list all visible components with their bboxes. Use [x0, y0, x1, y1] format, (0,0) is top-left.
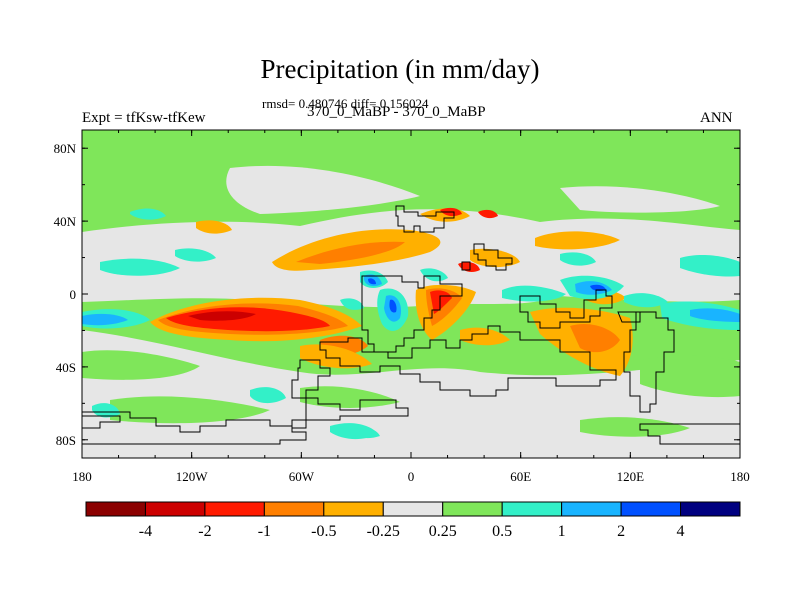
x-tick-label: 120E	[617, 469, 645, 484]
x-tick-label: 0	[408, 469, 415, 484]
x-tick-label: 180	[730, 469, 750, 484]
contour-region	[680, 255, 740, 277]
x-tick-label: 120W	[176, 469, 209, 484]
coastline	[291, 359, 331, 399]
contour-region	[82, 313, 128, 326]
contour-region	[130, 208, 166, 220]
contour-region	[250, 387, 286, 404]
colorbar-box	[204, 501, 265, 517]
contour-region	[340, 298, 364, 310]
y-tick-label: 80S	[56, 433, 76, 448]
contour-region	[350, 428, 380, 439]
y-tick-label: 80N	[54, 141, 77, 156]
colorbar-box	[323, 501, 384, 517]
contour-region	[478, 209, 498, 219]
colorbar-box	[620, 501, 682, 517]
contour-region	[420, 268, 448, 282]
coastline	[82, 411, 307, 445]
contour-region	[580, 417, 690, 437]
contour-region	[502, 285, 566, 302]
colorbar-label: -2	[198, 523, 211, 540]
coastline	[473, 243, 513, 271]
colorbar-box	[680, 501, 741, 517]
coastline	[319, 325, 617, 397]
contour-region	[196, 220, 232, 234]
coastline	[623, 311, 675, 413]
coastline	[82, 415, 121, 429]
colorbar-label: 0.25	[429, 523, 457, 540]
contour-region	[460, 327, 510, 346]
contour-region	[368, 278, 376, 285]
contour-region	[570, 323, 620, 353]
coastline	[617, 311, 641, 323]
coastline	[361, 275, 463, 353]
colorbar-label: 4	[677, 523, 685, 540]
contour-region	[92, 403, 120, 418]
coastline	[519, 289, 613, 329]
colorbar-label: -0.5	[311, 523, 336, 540]
y-tick-label: 40S	[56, 360, 76, 375]
contour-region	[624, 293, 668, 308]
contour-region	[100, 258, 180, 276]
coastline	[639, 423, 740, 445]
coastline	[395, 205, 455, 233]
chart-title: Precipitation (in mm/day)	[260, 54, 540, 84]
coastline	[291, 419, 307, 429]
contour-region	[110, 396, 270, 424]
contour-region	[175, 248, 216, 262]
contour-region	[300, 386, 400, 408]
stats-line: rmsd= 0.480746 diff= 0.156024	[262, 96, 429, 111]
colorbar-box	[85, 501, 146, 517]
colorbar-label: -4	[139, 523, 152, 540]
contour-region	[560, 186, 720, 213]
contour-region	[82, 350, 200, 380]
colorbar-box	[442, 501, 503, 517]
contour-region	[389, 299, 397, 313]
x-tick-label: 60W	[289, 469, 315, 484]
colorbar-box	[144, 501, 206, 517]
contour-region	[535, 231, 620, 250]
y-tick-label: 40N	[54, 214, 77, 229]
contour-region	[82, 330, 740, 458]
colorbar-label: -0.25	[367, 523, 400, 540]
contour-region	[300, 344, 372, 369]
colorbar-box	[501, 501, 563, 517]
contour-region	[640, 355, 740, 398]
x-tick-label: 60E	[510, 469, 531, 484]
colorbar-label: -1	[258, 523, 271, 540]
contour-region	[296, 241, 405, 264]
contour-region	[470, 248, 520, 268]
contour-region	[560, 252, 596, 266]
experiment-label: Expt = tfKsw-tfKew	[82, 110, 206, 126]
contour-region	[188, 311, 256, 321]
colorbar-box	[382, 501, 444, 517]
colorbar-label: 1	[558, 523, 566, 540]
colorbar-box	[561, 501, 622, 517]
season-label: ANN	[700, 110, 733, 126]
y-tick-label: 0	[70, 287, 77, 302]
coastline	[305, 397, 409, 421]
x-tick-label: 180	[72, 469, 92, 484]
colorbar-label: 2	[617, 523, 625, 540]
coastline	[461, 261, 471, 271]
colorbar-label: 0.5	[492, 523, 512, 540]
contour-region	[690, 308, 740, 322]
contour-region	[226, 165, 420, 214]
chart-subtitle: 370_0_MaBP - 370_0_MaBP	[307, 104, 486, 120]
colorbar-box	[263, 501, 325, 517]
contour-region	[590, 284, 606, 291]
